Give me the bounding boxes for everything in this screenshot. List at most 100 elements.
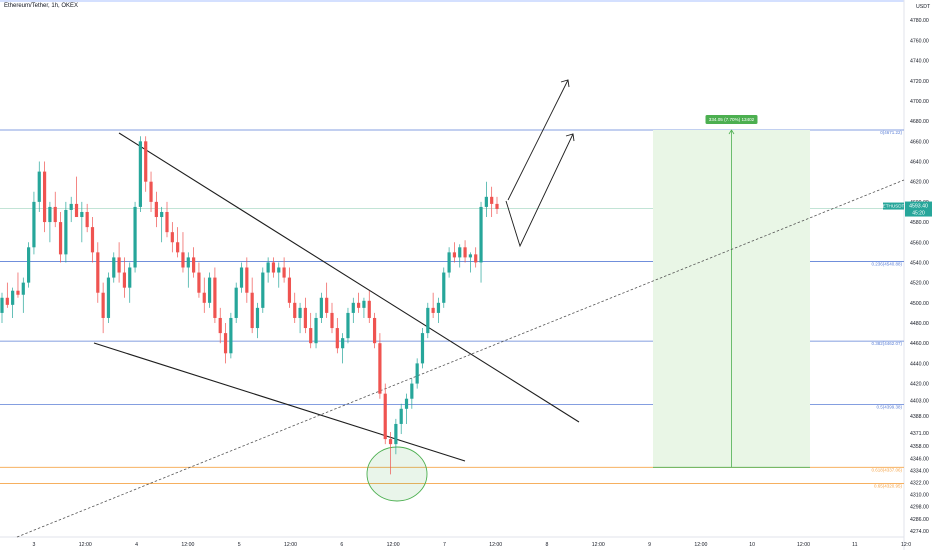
candle-body-93	[495, 203, 499, 209]
price-tick-23: 4346.00	[910, 456, 929, 462]
candle-body-70	[372, 317, 377, 344]
candle-body-13	[69, 203, 73, 210]
candle-body-40	[213, 277, 217, 318]
price-tick-3: 4720.00	[910, 79, 929, 85]
candle-body-0	[0, 297, 4, 313]
candle-body-9	[48, 206, 52, 223]
candle-body-78	[415, 363, 419, 384]
projection-arrowhead-1	[560, 79, 570, 88]
price-tick-18: 4420.00	[910, 382, 929, 388]
candle-body-19	[101, 292, 105, 318]
candle-body-15	[80, 211, 84, 218]
dashed-trend-line	[16, 179, 905, 538]
candle-body-69	[367, 300, 371, 318]
price-tick-22: 4358.00	[910, 444, 929, 450]
candle-body-75	[399, 408, 403, 424]
fib-label-0: 0(4671.22)	[880, 130, 902, 135]
price-tick-26: 4310.00	[910, 493, 929, 499]
candle-body-8	[42, 171, 47, 223]
time-tick-6: 6	[340, 542, 343, 548]
fib-label-5: 0.65(4320.95)	[874, 484, 903, 489]
countdown-value: 45:20	[912, 211, 925, 217]
price-tick-11: 4560.00	[910, 240, 929, 246]
candle-body-67	[357, 302, 361, 308]
candle-body-10	[53, 206, 57, 223]
candle-body-31	[165, 211, 169, 233]
candle-body-25	[133, 206, 137, 268]
candle-body-39	[207, 277, 212, 303]
time-axis[interactable]: 3 12:00 4 12:00 5 12:00 6 12:00 7 12:00 8 12:00 9 12:…	[33, 542, 912, 548]
price-tick-24: 4334.00	[910, 468, 929, 474]
candle-body-33	[176, 242, 180, 253]
price-tick-6: 4660.00	[910, 139, 929, 145]
candle-body-73	[388, 439, 393, 445]
projection-arrow-1	[507, 79, 569, 201]
candle-body-66	[351, 302, 355, 313]
candles	[0, 136, 499, 475]
price-tick-0: 4780.00	[910, 18, 929, 24]
price-tick-2: 4740.00	[910, 59, 929, 65]
candle-body-20	[106, 277, 111, 318]
candle-body-14	[74, 203, 79, 218]
candle-body-11	[58, 222, 63, 255]
fib-label-3: 0.5(4399.38)	[876, 404, 902, 409]
candle-body-51	[271, 262, 276, 273]
candle-body-54	[287, 277, 292, 303]
candle-body-63	[335, 328, 339, 349]
candle-body-38	[202, 292, 206, 303]
candle-body-29	[154, 201, 158, 218]
candle-body-85	[452, 252, 457, 258]
candle-body-65	[346, 312, 350, 339]
candle-body-28	[149, 181, 153, 202]
candle-body-48	[255, 307, 260, 329]
price-tick-20: 4388.00	[910, 414, 929, 420]
candle-body-87	[463, 247, 467, 258]
candle-body-88	[468, 254, 472, 258]
symbol-tag: ETHUSDT	[883, 203, 905, 208]
candle-body-72	[383, 393, 387, 440]
candle-body-17	[90, 227, 95, 253]
fib-levels: 0(4671.22) 0.236(4540.88) 0.382(4462.07) 0.…	[0, 129, 904, 489]
price-tick-8: 4620.00	[910, 180, 929, 186]
time-tick-4: 5	[238, 542, 241, 548]
price-tick-10: 4580.00	[910, 220, 929, 226]
drawings[interactable]	[16, 79, 905, 538]
candle-body-62	[330, 312, 334, 329]
time-tick-10: 8	[546, 542, 549, 548]
time-tick-7: 12:00	[387, 542, 400, 548]
candle-body-49	[261, 272, 265, 308]
price-tick-4: 4700.00	[910, 99, 929, 105]
long-position-tool[interactable]: 334.05 (7.70%) 13402	[653, 114, 810, 468]
price-tick-17: 4440.00	[910, 361, 929, 367]
time-tick-12: 9	[648, 542, 651, 548]
candle-body-55	[293, 302, 297, 318]
price-axis[interactable]: 4780.00 4760.00 4740.00 4720.00 4700.00 4680.…	[910, 4, 931, 535]
candle-body-60	[319, 297, 323, 318]
candle-body-82	[436, 302, 441, 313]
candle-body-42	[223, 333, 228, 354]
price-tick-21: 4371.00	[910, 431, 929, 437]
candle-body-77	[410, 383, 414, 399]
price-tick-13: 4520.00	[910, 281, 929, 287]
price-tick-5: 4680.00	[910, 119, 929, 125]
price-tick-28: 4286.00	[910, 517, 929, 523]
price-tick-15: 4480.00	[910, 321, 929, 327]
price-tick-27: 4298.00	[910, 505, 929, 511]
time-tick-17: 12:0	[901, 542, 911, 548]
time-tick-1: 12:00	[79, 542, 92, 548]
candle-body-21	[112, 257, 116, 278]
fib-label-1: 0.236(4540.88)	[871, 262, 902, 267]
wedge-upper-line	[118, 132, 580, 423]
candle-body-90	[479, 206, 483, 263]
candle-body-3	[16, 290, 20, 295]
time-tick-5: 12:00	[284, 542, 297, 548]
candle-body-24	[128, 267, 132, 288]
candle-body-92	[490, 196, 494, 204]
candle-body-74	[394, 423, 398, 445]
last-price-box	[905, 201, 932, 217]
candle-body-52	[277, 267, 281, 273]
chart-title: Ethereum/Tether, 1h, OKEX	[4, 3, 79, 9]
candle-body-81	[431, 307, 435, 313]
